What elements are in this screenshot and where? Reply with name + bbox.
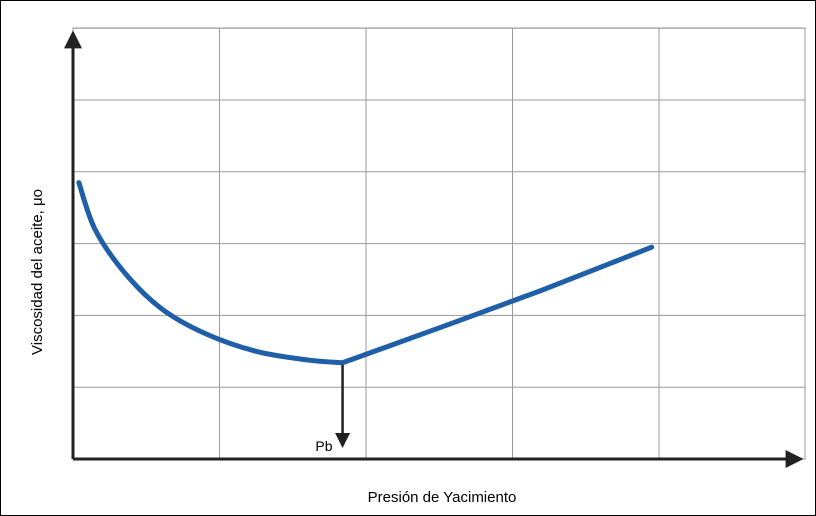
series-line: [76, 180, 655, 366]
axes: [64, 30, 804, 468]
pb-label: Pb: [315, 438, 332, 454]
x-axis-title: Presión de Yacimiento: [368, 489, 517, 506]
annotation-layer: Pb: [315, 364, 351, 454]
grid: [72, 27, 806, 460]
y-axis-title: Viscosidad del aceite, μo: [29, 189, 46, 355]
series-layer: [76, 180, 655, 366]
